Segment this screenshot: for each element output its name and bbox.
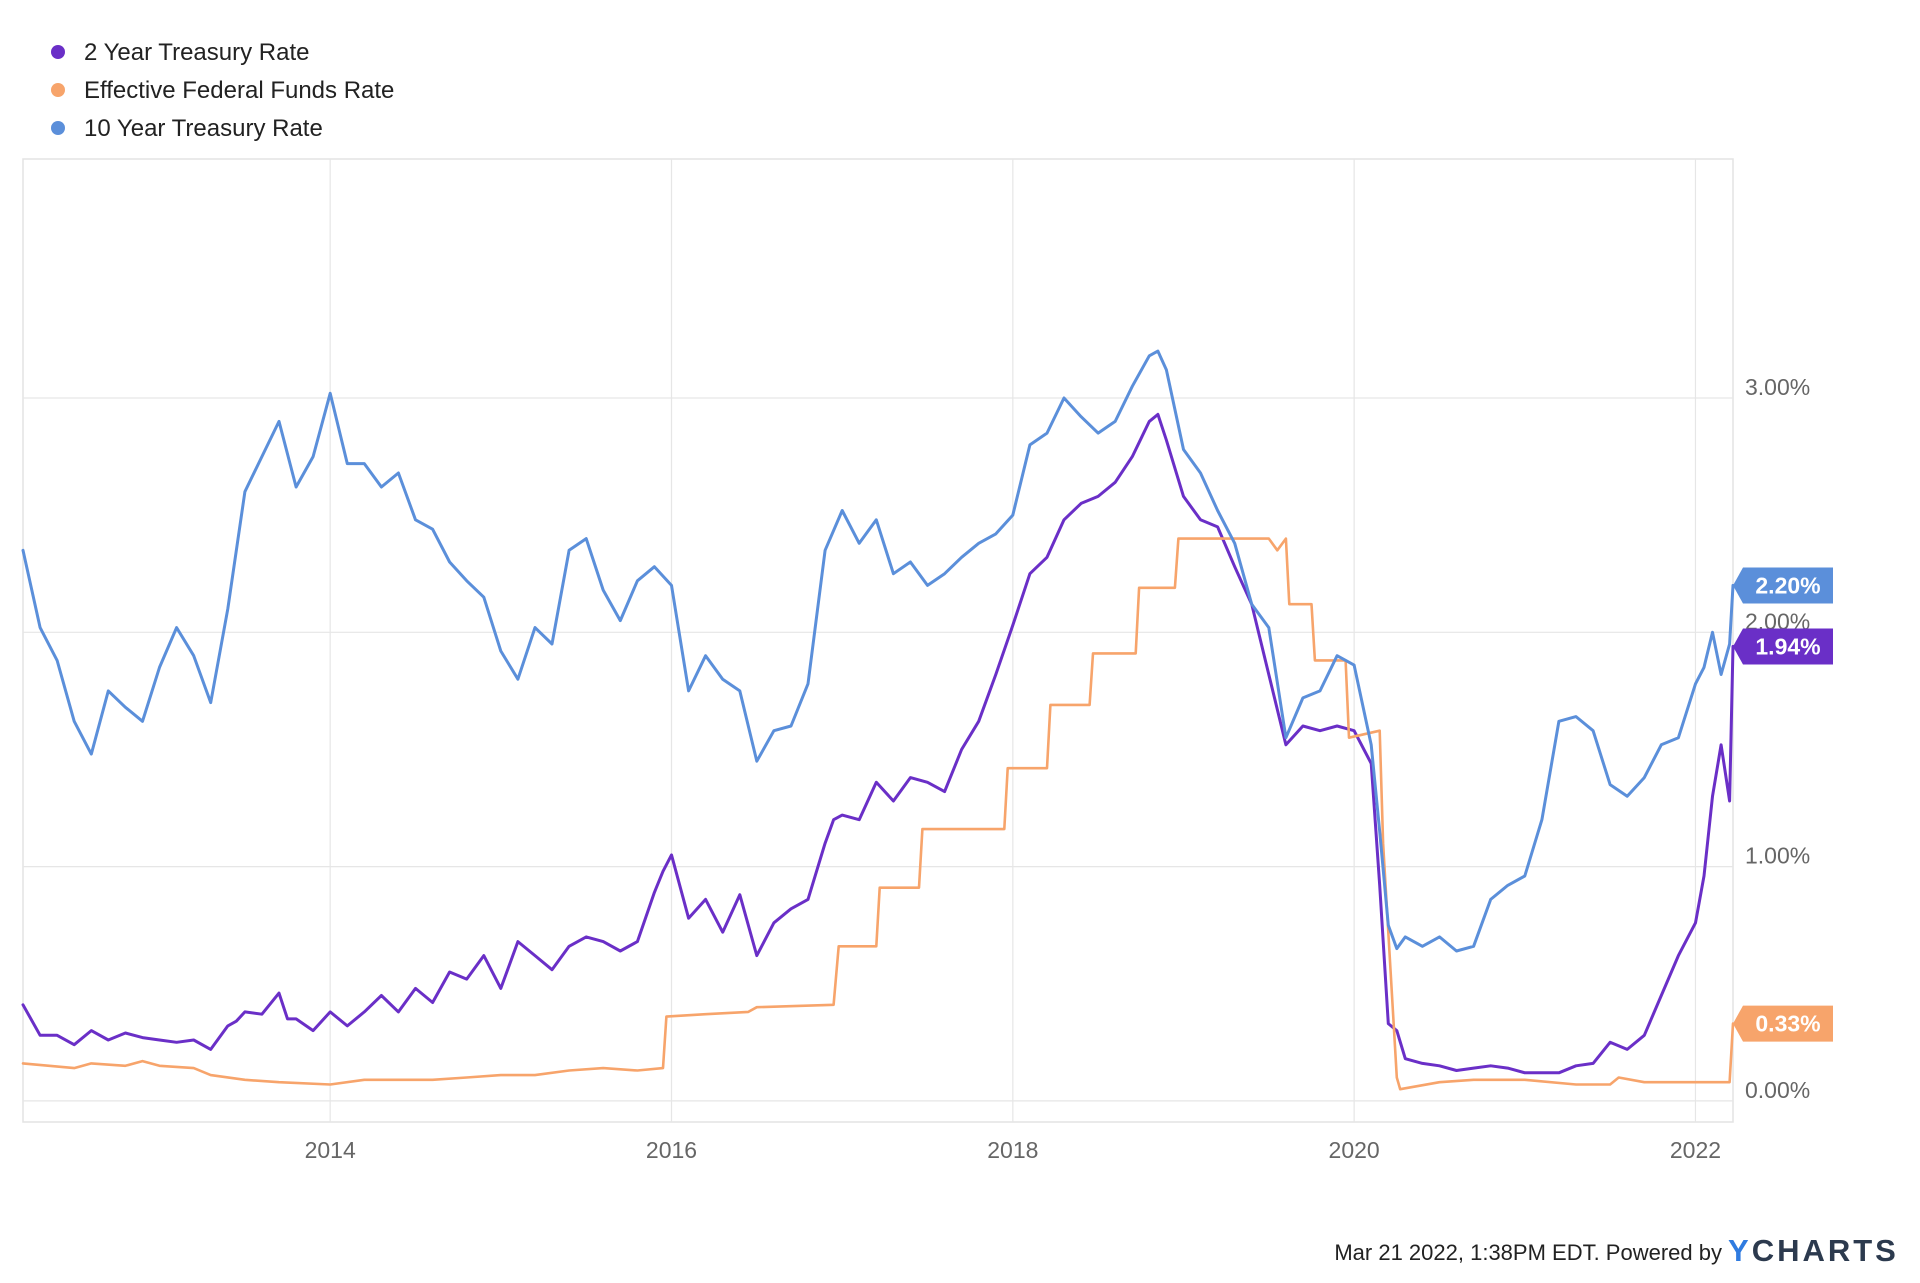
x-tick-label-0: 2014 (305, 1137, 356, 1163)
footer-timestamp: Mar 21 2022, 1:38PM EDT. Powered by (1334, 1240, 1722, 1265)
series-lines (21, 349, 1735, 1091)
last-value-badge-1 (1733, 1005, 1833, 1042)
legend: 2 Year Treasury Rate Effective Federal Fu… (51, 39, 394, 142)
x-tick-label-4: 2022 (1670, 1137, 1721, 1163)
x-tick-label-3: 2020 (1329, 1137, 1380, 1163)
footer: Mar 21 2022, 1:38PM EDT. Powered by YCHA… (1334, 1233, 1899, 1268)
plot-frame (22, 158, 1734, 1123)
last-value-label-2: 2.20% (1755, 572, 1820, 598)
x-tick-label-1: 2016 (646, 1137, 697, 1163)
legend-label-1[interactable]: Effective Federal Funds Rate (84, 77, 394, 104)
x-axis-ticks: 2014 2016 2018 2020 2022 (305, 1137, 1721, 1163)
grid-lines (23, 159, 1733, 1122)
last-value-badge-2 (1733, 567, 1833, 604)
ycharts-logo: YCHARTS (1728, 1233, 1899, 1268)
series-line-0 (21, 412, 1735, 1075)
legend-marker-0 (51, 45, 65, 59)
last-value-label-0: 1.94% (1755, 633, 1820, 659)
last-value-badges: 2.20% 1.94% 0.33% (1733, 567, 1833, 1042)
ycharts-logo-rest: CHARTS (1752, 1233, 1899, 1268)
series-line-2 (21, 349, 1735, 953)
y-axis-ticks: 0.00%1.00%2.00%3.00% (1745, 374, 1810, 1103)
legend-label-0[interactable]: 2 Year Treasury Rate (84, 39, 309, 66)
x-tick-label-2: 2018 (987, 1137, 1038, 1163)
ycharts-logo-y: Y (1728, 1233, 1752, 1268)
last-value-label-1: 0.33% (1755, 1011, 1820, 1037)
legend-label-2[interactable]: 10 Year Treasury Rate (84, 115, 323, 142)
legend-marker-1 (51, 83, 65, 97)
y-tick-label-3: 3.00% (1745, 374, 1810, 400)
series-line-1 (21, 537, 1735, 1091)
y-tick-label-0: 0.00% (1745, 1077, 1810, 1103)
y-tick-label-1: 1.00% (1745, 843, 1810, 869)
legend-marker-2 (51, 121, 65, 135)
last-value-badge-0 (1733, 628, 1833, 665)
